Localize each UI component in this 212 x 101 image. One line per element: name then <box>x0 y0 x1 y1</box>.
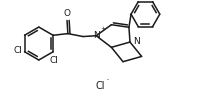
Text: Cl: Cl <box>13 46 22 55</box>
Text: Cl: Cl <box>50 56 59 65</box>
Text: N: N <box>133 37 140 46</box>
Text: Cl: Cl <box>96 81 105 91</box>
Text: +: + <box>100 26 106 31</box>
Text: N: N <box>93 31 100 40</box>
Text: O: O <box>64 9 71 18</box>
Text: -: - <box>107 77 109 82</box>
